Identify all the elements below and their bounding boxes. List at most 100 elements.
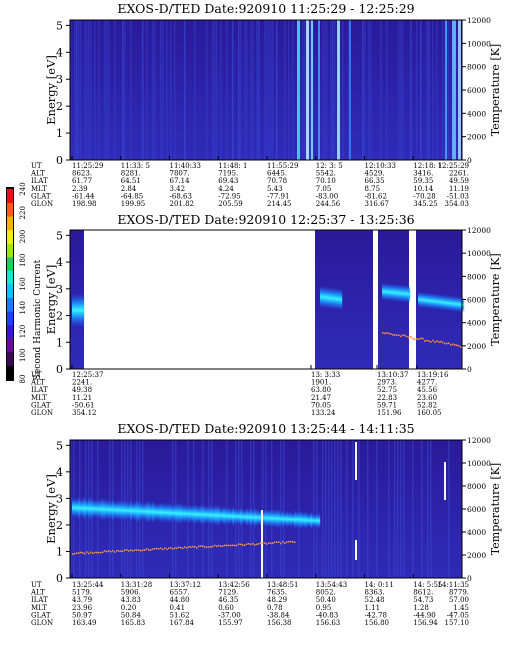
energy-band [94, 499, 97, 519]
table-cell: -77.91 [267, 192, 289, 200]
energy-band [132, 501, 135, 520]
noise-streak [146, 20, 148, 160]
energy-band [220, 507, 223, 524]
table-cell: 157.10 [445, 619, 470, 627]
temperature-point [394, 334, 396, 336]
energy-band [428, 292, 431, 309]
table-cell: 156.80 [365, 619, 390, 627]
table-cell: 2.84 [121, 185, 137, 193]
table-cell: 2261. [449, 170, 469, 178]
table-cell: -83.00 [316, 192, 338, 200]
table-cell: 11:55:29 [267, 162, 298, 170]
table-cell: -64.85 [121, 192, 143, 200]
temperature-point [432, 339, 434, 342]
energy-band [440, 294, 443, 311]
energy-band [198, 505, 201, 524]
table-cell: 14: 5:55 [413, 581, 442, 589]
table-row-label: GLAT [31, 401, 51, 409]
y2-tick-label: 8000 [467, 63, 486, 72]
temperature-point [120, 550, 122, 552]
table-cell: 44.80 [170, 596, 190, 604]
temperature-point [414, 338, 416, 341]
table-cell: -40.83 [316, 611, 338, 619]
energy-band [162, 502, 165, 523]
y2-tick-label: 10000 [467, 39, 491, 48]
panel-title: EXOS-D/TED Date:920910 11:25:29 - 12:25:… [117, 1, 414, 16]
energy-band [138, 500, 141, 523]
noise-streak [322, 440, 324, 578]
energy-band [320, 285, 323, 308]
colorbar-tick-label: 200 [19, 230, 27, 243]
temperature-point [260, 542, 262, 544]
noise-streak [448, 440, 450, 578]
energy-band [140, 502, 143, 521]
table-cell: 13: 3:33 [311, 371, 340, 379]
energy-band [214, 504, 217, 526]
table-cell: 133.24 [311, 409, 336, 417]
energy-band [330, 287, 333, 310]
table-cell: 345.25 [413, 200, 438, 208]
temperature-point [236, 544, 238, 547]
temperature-point [162, 548, 164, 551]
temperature-point [158, 548, 160, 550]
energy-band [224, 506, 227, 526]
colorbar-cell [7, 365, 13, 380]
energy-band [100, 497, 103, 521]
temperature-point [206, 546, 208, 548]
temperature-point [282, 541, 284, 543]
table-row-label: MLT [31, 185, 47, 193]
y-axis-label: Energy [eV] [44, 265, 58, 335]
temperature-point [82, 552, 84, 554]
noise-streak [324, 20, 326, 160]
noise-streak [162, 20, 164, 160]
temperature-point [144, 549, 146, 551]
table-row-label: ILAT [31, 596, 48, 604]
energy-band [152, 500, 155, 524]
y2-tick-label: 6000 [467, 296, 486, 305]
table-cell: 316.67 [365, 200, 390, 208]
energy-band [204, 505, 207, 525]
temperature-point [78, 552, 80, 554]
energy-band [74, 497, 77, 518]
temperature-point [112, 549, 114, 552]
noise-streak [313, 440, 315, 578]
noise-streak [240, 20, 242, 160]
noise-streak [325, 440, 327, 578]
table-cell: 52.82 [417, 401, 437, 409]
energy-band [130, 499, 133, 523]
noise-streak [253, 440, 255, 578]
noise-streak [358, 440, 360, 578]
temperature-point [172, 548, 174, 550]
temperature-point [192, 545, 194, 548]
colorbar-tick-label: 220 [19, 206, 27, 219]
energy-band [222, 506, 225, 526]
table-cell: 52.75 [377, 386, 397, 394]
table-cell: 1.28 [413, 604, 429, 612]
energy-band [150, 502, 153, 522]
noise-streak [410, 20, 412, 160]
energy-band [106, 499, 109, 520]
noise-streak [80, 20, 82, 160]
y2-tick-label: 2000 [467, 551, 486, 560]
temperature-point [454, 344, 456, 346]
temperature-point [100, 551, 102, 554]
temperature-point [124, 549, 126, 552]
table-cell: 13:42:56 [218, 581, 250, 589]
table-row-label: MLT [31, 394, 47, 402]
energy-band [296, 511, 299, 528]
noise-streak [246, 20, 248, 160]
energy-band [334, 287, 337, 310]
burst [458, 20, 461, 160]
y-tick-label: 5 [56, 439, 63, 452]
y2-tick-label: 8000 [467, 482, 486, 491]
burst [355, 442, 357, 480]
y2-tick-label: 0 [467, 574, 472, 583]
colorbar-cell [7, 229, 13, 244]
energy-band [206, 505, 209, 524]
table-cell: 354.12 [72, 409, 97, 417]
y2-tick-label: 10000 [467, 459, 491, 468]
noise-streak [326, 20, 328, 160]
energy-band [456, 296, 459, 313]
noise-streak [288, 20, 290, 160]
y-axis-label: Energy [eV] [44, 474, 58, 544]
